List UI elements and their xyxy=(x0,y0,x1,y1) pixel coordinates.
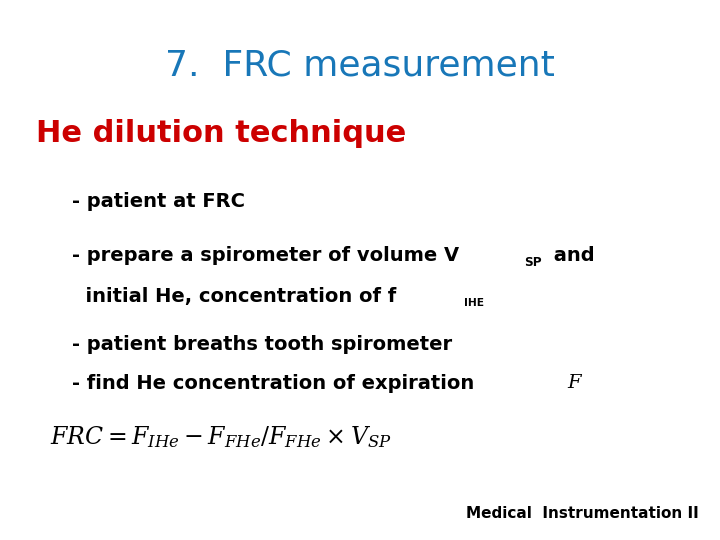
Text: IHE: IHE xyxy=(464,298,484,308)
Text: He dilution technique: He dilution technique xyxy=(36,119,406,148)
Text: initial He, concentration of f: initial He, concentration of f xyxy=(72,287,396,306)
Text: 7.  FRC measurement: 7. FRC measurement xyxy=(165,49,555,83)
Text: - prepare a spirometer of volume V: - prepare a spirometer of volume V xyxy=(72,246,459,265)
Text: F: F xyxy=(567,374,581,391)
Text: $FRC = F_{IHe} - F_{FHe}/F_{FHe} \times V_{SP}$: $FRC = F_{IHe} - F_{FHe}/F_{FHe} \times … xyxy=(50,424,392,450)
Text: - patient breaths tooth spirometer: - patient breaths tooth spirometer xyxy=(72,335,452,354)
Text: Medical  Instrumentation II: Medical Instrumentation II xyxy=(466,506,698,521)
Text: SP: SP xyxy=(524,256,541,269)
Text: - find He concentration of expiration: - find He concentration of expiration xyxy=(72,374,481,393)
Text: and: and xyxy=(547,246,595,265)
Text: - patient at FRC: - patient at FRC xyxy=(72,192,245,211)
